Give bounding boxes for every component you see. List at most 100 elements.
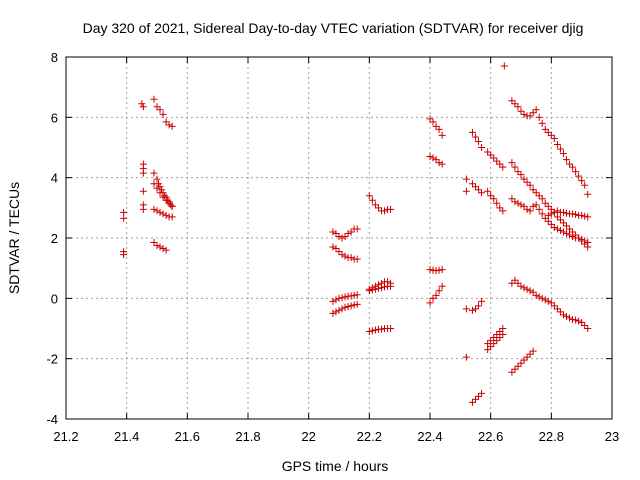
data-point — [120, 208, 128, 216]
x-tick-label: 21.6 — [175, 429, 200, 444]
data-point — [478, 189, 486, 197]
data-point — [475, 137, 483, 145]
data-point — [429, 118, 437, 126]
data-point — [377, 284, 385, 292]
x-tick-label: 22.2 — [357, 429, 382, 444]
data-point — [168, 213, 176, 221]
data-point — [472, 305, 479, 313]
data-point — [496, 204, 504, 212]
data-point — [556, 226, 564, 234]
data-point — [508, 195, 516, 203]
data-point — [578, 236, 586, 244]
data-point — [432, 122, 440, 130]
data-point — [162, 211, 170, 219]
data-point — [535, 192, 543, 200]
plot-frame — [65, 56, 613, 420]
data-point — [153, 175, 161, 183]
data-point — [435, 266, 443, 274]
data-point — [541, 199, 549, 207]
data-point — [547, 210, 555, 218]
x-tick-label: 21.2 — [53, 429, 78, 444]
data-point — [517, 201, 525, 209]
data-point — [377, 325, 385, 333]
data-point — [153, 103, 161, 111]
data-point — [529, 186, 537, 194]
data-point — [159, 110, 167, 118]
data-point — [538, 119, 546, 127]
data-point — [371, 201, 379, 209]
data-point — [517, 171, 525, 179]
data-point — [544, 297, 552, 305]
data-point — [563, 229, 570, 237]
data-point — [487, 192, 495, 200]
data-point — [335, 306, 343, 314]
data-point — [493, 199, 501, 207]
data-point — [484, 346, 492, 354]
data-point — [487, 337, 495, 345]
data-point — [161, 192, 169, 200]
data-point — [523, 353, 531, 361]
data-point — [496, 328, 504, 336]
data-point — [523, 285, 531, 293]
data-point — [347, 228, 355, 236]
data-point — [332, 229, 340, 237]
data-point — [139, 187, 147, 195]
data-point — [438, 266, 446, 274]
y-tick-label: 4 — [51, 171, 58, 186]
data-point — [156, 189, 164, 197]
data-point — [350, 301, 358, 309]
data-point — [371, 326, 379, 334]
data-point — [490, 154, 498, 162]
data-point — [353, 291, 361, 299]
data-point — [387, 325, 395, 332]
data-point — [578, 177, 586, 185]
data-point — [493, 157, 501, 165]
data-point — [566, 225, 574, 233]
data-point — [329, 228, 337, 236]
data-point — [368, 196, 376, 204]
data-point — [569, 210, 577, 218]
x-tick-labels: 21.2 21.4 21.6 21.8 22 22.2 22.4 22.6 22.8 23 — [53, 429, 619, 444]
data-point — [329, 297, 337, 305]
data-point — [538, 210, 546, 218]
x-tick-label: 22.6 — [478, 429, 503, 444]
data-point — [550, 208, 558, 216]
data-point — [538, 195, 546, 203]
data-point — [462, 353, 470, 361]
data-point — [541, 125, 549, 133]
data-point — [344, 229, 352, 237]
data-point — [526, 350, 534, 358]
y-tick-label: -4 — [46, 412, 58, 427]
data-point — [332, 245, 340, 253]
data-point — [514, 199, 522, 207]
data-point — [556, 216, 564, 224]
data-point — [566, 314, 574, 322]
data-point — [511, 100, 519, 108]
data-point — [150, 95, 158, 103]
data-point — [544, 128, 552, 136]
data-point — [584, 325, 592, 332]
data-point — [523, 205, 531, 213]
data-point — [550, 134, 558, 142]
data-point — [556, 308, 564, 316]
x-tick-label: 22 — [301, 429, 315, 444]
data-point — [572, 210, 580, 218]
data-point — [563, 209, 570, 217]
data-point — [350, 291, 358, 299]
x-tick-label: 22.4 — [417, 429, 442, 444]
data-point — [566, 160, 574, 168]
data-point — [371, 285, 379, 293]
data-point — [499, 331, 507, 339]
data-point — [529, 109, 537, 117]
data-point — [569, 315, 577, 323]
data-point — [487, 151, 495, 159]
data-point — [500, 62, 508, 70]
data-point — [508, 159, 516, 167]
data-point — [338, 251, 346, 259]
data-point — [429, 294, 437, 302]
data-point — [435, 125, 443, 133]
data-point — [572, 316, 580, 324]
data-point — [508, 368, 516, 376]
data-point — [499, 163, 507, 171]
data-point — [347, 292, 355, 300]
